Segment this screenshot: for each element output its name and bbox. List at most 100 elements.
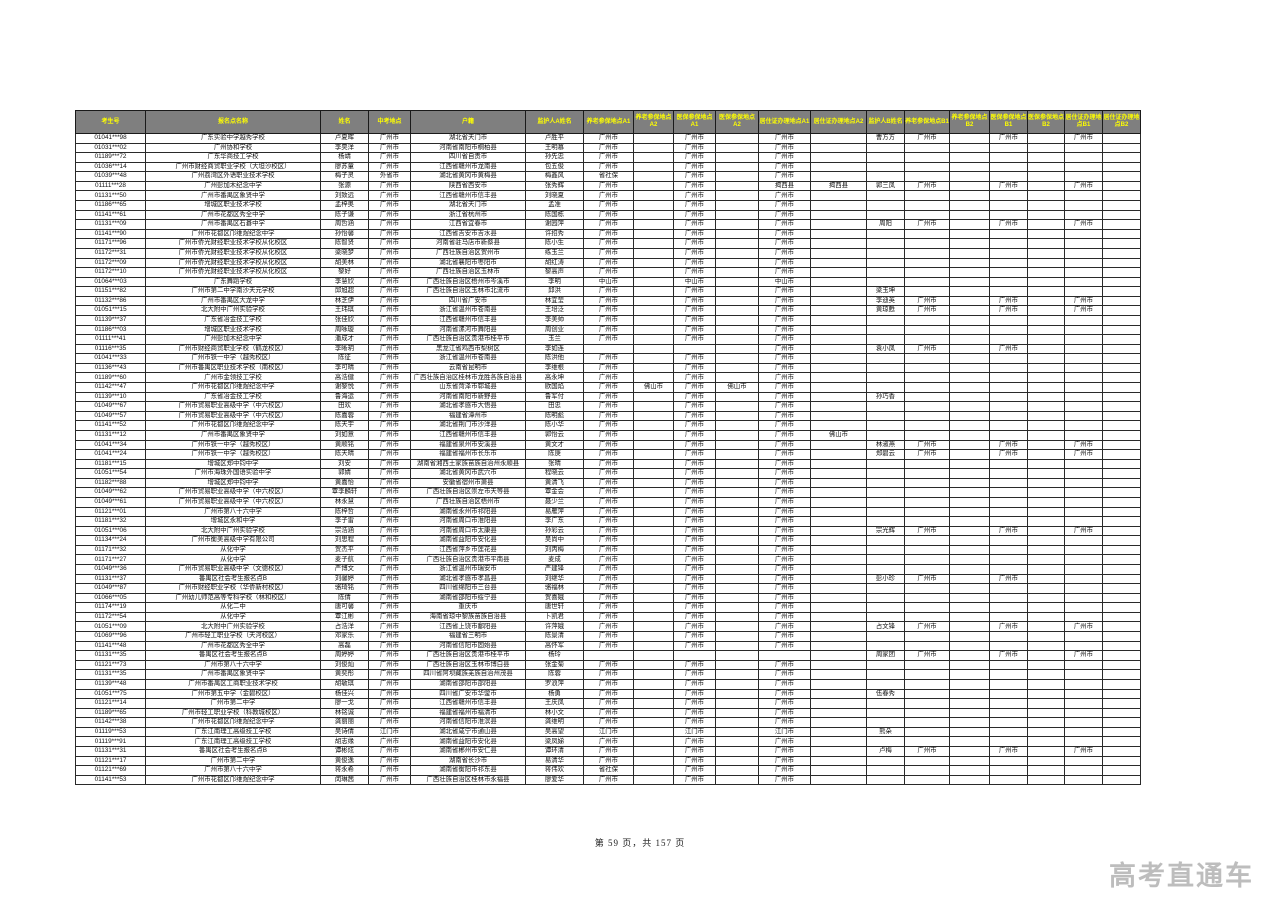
table-row: 01172***54 从化中学 覃江彬 广州市 海南省琼中黎族苗族自治县 卜凯君 广州市 广州… [75, 611, 1141, 623]
table-cell: 谭彬炫 [320, 746, 369, 757]
table-cell: 广州市轻工职业学校（天河校区） [145, 631, 321, 642]
table-cell: 北大附中广州实验学校 [145, 525, 321, 537]
table-row: 01186***65 增城区职业技术学校 孟梓奥 广州市 湖北省天门市 孟准 广州市 广州市广… [75, 200, 1141, 211]
table-cell: 佛山市 [633, 382, 674, 393]
table-cell: 黄奕彤 [320, 669, 369, 680]
table-cell: 许萍娥 [525, 621, 584, 633]
table-cell: 广州市 [583, 477, 634, 489]
table-cell [866, 611, 905, 623]
table-cell [715, 171, 759, 182]
table-cell [989, 583, 1028, 594]
table-cell: 广州市 [583, 161, 634, 173]
table-cell [633, 458, 674, 470]
table-cell [904, 267, 950, 278]
table-cell: 贺喜娥 [525, 592, 584, 604]
table-cell: 广州市 [989, 525, 1028, 537]
table-cell [904, 372, 950, 384]
table-cell: 江门市 [673, 726, 716, 738]
table-cell: 广州市 [368, 525, 411, 537]
table-cell [1102, 372, 1141, 384]
table-cell: 广州市 [989, 219, 1028, 230]
table-cell [949, 506, 990, 518]
table-cell: 广州市 [673, 200, 716, 211]
table-cell [633, 267, 674, 278]
table-cell [1027, 343, 1065, 355]
table-cell [949, 726, 990, 738]
table-cell [633, 774, 674, 786]
table-cell: 广州市 [368, 602, 411, 613]
table-cell: 广州市 [673, 133, 716, 144]
header-cell: 养老参保地点A2 [633, 110, 674, 134]
table-cell: 广州市第八十六中学 [145, 765, 321, 776]
table-cell [1027, 382, 1065, 393]
table-cell: 广州市 [583, 180, 634, 192]
table-cell: 01039***48 [75, 171, 146, 182]
table-cell: 01142***47 [75, 382, 146, 393]
table-cell [633, 468, 674, 479]
table-cell [810, 678, 867, 690]
table-cell: 广州市 [758, 200, 811, 211]
table-cell: 广州市 [758, 477, 811, 489]
table-cell: 广州市铁一中学（越秀校区） [145, 439, 321, 451]
table-cell: 彭小珍 [866, 573, 905, 585]
table-cell: 黄文才 [525, 439, 584, 451]
table-cell: 胡红涛 [525, 257, 584, 269]
table-cell: 梅子灵 [320, 171, 369, 182]
table-cell [1102, 247, 1141, 259]
table-cell: 陈庚 [525, 449, 584, 460]
table-cell: 广州市 [758, 698, 811, 709]
table-cell: 01172***54 [75, 611, 146, 623]
table-cell: 广州市花都区邝维煜纪念中学 [145, 717, 321, 728]
table-cell [633, 765, 674, 776]
table-cell [715, 592, 759, 604]
table-cell: 广州市财经商贸职业学校（鹤龙校区） [145, 343, 321, 355]
table-cell: 广州市花都区邝维煜纪念中学 [145, 228, 321, 240]
table-cell [866, 477, 905, 489]
table-cell: 广西壮族自治区玉林市北流市 [410, 286, 526, 297]
table-cell [810, 765, 867, 776]
table-cell: 福建省福州市福清市 [410, 707, 526, 719]
table-cell: 龚维明 [525, 717, 584, 728]
table-cell [1102, 391, 1141, 403]
table-cell [904, 171, 950, 182]
table-cell [810, 659, 867, 671]
table-cell [989, 190, 1028, 202]
table-cell: 张源 [320, 180, 369, 192]
table-cell: 林永慧 [320, 496, 369, 508]
table-cell: 广州市 [368, 640, 411, 652]
table-cell: 广州市 [904, 295, 950, 307]
table-cell [866, 774, 905, 786]
table-cell [866, 334, 905, 345]
table-cell [949, 410, 990, 422]
table-cell [1102, 487, 1141, 498]
table-cell: 四川省阿坝藏族羌族自治州茂县 [410, 669, 526, 680]
table-cell: 鲁军付 [525, 391, 584, 403]
table-cell [715, 554, 759, 565]
table-cell: 广州市 [758, 717, 811, 728]
table-cell [758, 650, 811, 661]
table-cell [1027, 295, 1065, 307]
table-cell: 01111***41 [75, 334, 146, 345]
table-cell: 广州市 [758, 640, 811, 652]
table-cell [1064, 774, 1103, 786]
table-cell [1102, 219, 1141, 230]
table-cell: 广州市 [583, 334, 634, 345]
header-cell: 户籍 [410, 110, 526, 134]
table-cell: 广西壮族自治区贺州市 [410, 247, 526, 259]
table-cell: 广州市金领技工学校 [145, 372, 321, 384]
header-cell: 医保参保地点A2 [715, 110, 759, 134]
table-cell [949, 439, 990, 451]
table-cell [989, 717, 1028, 728]
table-cell [633, 315, 674, 326]
table-cell: 广州市 [583, 429, 634, 441]
table-cell [1064, 209, 1103, 221]
table-cell [1064, 468, 1103, 479]
table-cell: 广州市 [989, 180, 1028, 192]
table-cell: 省社保 [583, 765, 634, 776]
table-cell: 广州市 [758, 257, 811, 269]
table-cell: 广州市 [758, 171, 811, 182]
table-cell [1027, 698, 1065, 709]
table-cell [715, 161, 759, 173]
table-cell: 广州市 [989, 449, 1028, 460]
table-cell: 广州市 [368, 755, 411, 767]
